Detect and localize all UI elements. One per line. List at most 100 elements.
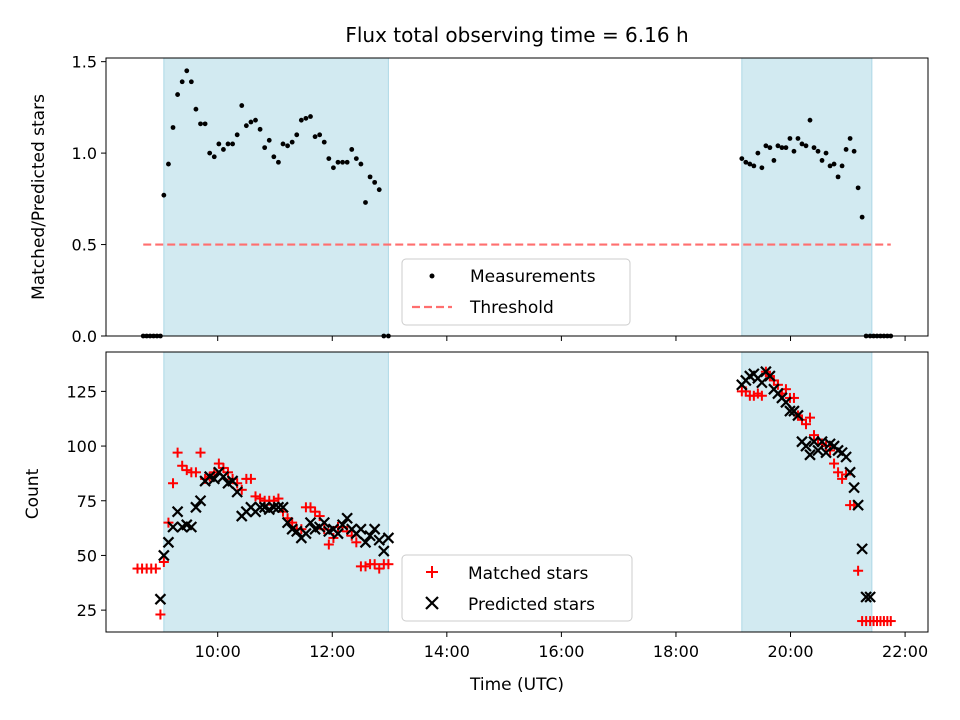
measurement-point: [775, 143, 781, 149]
bottom-legend-box: [401, 554, 633, 622]
matched-star-point: [360, 561, 371, 572]
measurement-point: [755, 150, 761, 156]
predicted-star-point: [277, 501, 289, 514]
bot-xtick-label: 20:00: [767, 642, 813, 661]
measurement-point: [811, 145, 817, 151]
measurement-point: [285, 143, 290, 149]
measurement-point: [175, 92, 181, 97]
predicted-stars-series: [154, 365, 876, 605]
matched-star-point: [374, 563, 385, 574]
measurement-point: [161, 192, 167, 198]
top-ytick-label: 0.5: [72, 236, 97, 255]
predicted-star-point: [336, 519, 349, 531]
measurement-point: [363, 200, 368, 205]
matched-star-point: [155, 609, 166, 620]
predicted-star-point: [171, 505, 184, 518]
measurement-point: [847, 136, 853, 141]
predicted-star-point: [268, 501, 280, 514]
measurement-point: [276, 159, 281, 165]
measurement-point: [207, 150, 213, 156]
measurement-point: [280, 141, 286, 147]
bot-xtick-label: 22:00: [882, 642, 928, 661]
legend-matched-marker: [426, 566, 438, 578]
matched-star-point: [213, 458, 224, 469]
predicted-star-point: [844, 466, 856, 479]
measurement-point: [331, 165, 336, 171]
measurement-point: [340, 159, 345, 165]
predicted-star-point: [332, 527, 344, 540]
measurement-point: [747, 161, 753, 167]
bot-ytick-label: 125: [66, 382, 97, 401]
measurement-point: [243, 123, 249, 129]
bot-ytick-label: 75: [77, 492, 97, 511]
predicted-star-point: [764, 370, 776, 382]
measurement-point: [317, 132, 323, 138]
measurement-point: [376, 187, 382, 193]
predicted-star-point: [158, 549, 170, 562]
top-ytick-label: 0.0: [72, 327, 97, 346]
top-axes-frame: [105, 57, 929, 337]
measurement-point: [188, 79, 194, 85]
matched-star-point: [190, 467, 201, 478]
predicted-star-point: [154, 593, 167, 605]
matched-star-point: [181, 465, 192, 476]
predicted-star-point: [185, 521, 198, 533]
measurement-point: [321, 139, 327, 145]
bot-ytick-label: 25: [77, 601, 97, 620]
measurement-point: [216, 141, 222, 147]
top-y-ticks: 0.0 0.5 1.0 1.5: [72, 53, 106, 346]
predicted-star-point: [318, 516, 331, 529]
predicted-star-point: [792, 409, 804, 422]
bot-xtick-label: 12:00: [309, 642, 355, 661]
predicted-star-point: [217, 470, 230, 483]
measurement-point: [308, 114, 313, 119]
measurement-point: [262, 145, 268, 151]
measurement-point: [202, 121, 208, 127]
matched-star-point: [383, 559, 394, 570]
predicted-star-point: [368, 523, 381, 535]
top-x-ticks: [217, 336, 906, 341]
measurement-point: [166, 161, 171, 167]
measurement-point: [257, 126, 263, 132]
predicted-star-point: [864, 591, 876, 603]
predicted-star-point: [784, 405, 796, 417]
measurement-point: [763, 143, 769, 149]
predicted-star-point: [190, 501, 202, 514]
measurement-point: [344, 159, 350, 165]
top-ytick-label: 1.0: [72, 144, 97, 163]
predicted-star-point: [364, 529, 376, 542]
measurement-point: [827, 163, 833, 169]
bot-shaded-interval-0: [163, 351, 389, 633]
predicted-star-point: [816, 435, 828, 448]
predicted-star-point: [272, 501, 285, 514]
matched-star-point: [756, 390, 767, 401]
predicted-star-point: [290, 525, 303, 538]
bottom-y-axis-label: Count: [23, 468, 43, 519]
measurement-point: [184, 68, 190, 74]
predicted-star-point: [382, 532, 395, 544]
matched-star-point: [250, 491, 261, 502]
matched-star-point: [245, 473, 256, 484]
top-legend-box: [401, 258, 631, 326]
predicted-star-point: [860, 591, 872, 603]
matched-star-point: [158, 557, 169, 567]
measurement-point: [803, 143, 809, 149]
bot-xtick-label: 18:00: [653, 642, 699, 661]
predicted-star-point: [359, 536, 372, 549]
measurement-point: [239, 103, 245, 108]
measurement-point: [248, 119, 254, 125]
bottom-x-ticks: 10:00 12:00 14:00 16:00 18:00 20:00 22:00: [195, 632, 928, 661]
measurement-point: [367, 174, 373, 180]
predicted-star-point: [848, 481, 860, 494]
bottom-y-ticks: 25 50 75 100 125: [66, 382, 106, 620]
predicted-star-point: [208, 473, 221, 485]
measurement-point: [326, 156, 332, 161]
matched-star-point: [150, 563, 161, 574]
measurement-point: [234, 132, 240, 138]
measurement-point: [835, 174, 841, 180]
predicted-star-point: [378, 545, 390, 557]
measurement-point: [294, 132, 300, 138]
measurement-point: [823, 150, 829, 156]
top-y-axis-label: Matched/Predicted stars: [29, 94, 49, 300]
measurement-point: [859, 214, 865, 220]
